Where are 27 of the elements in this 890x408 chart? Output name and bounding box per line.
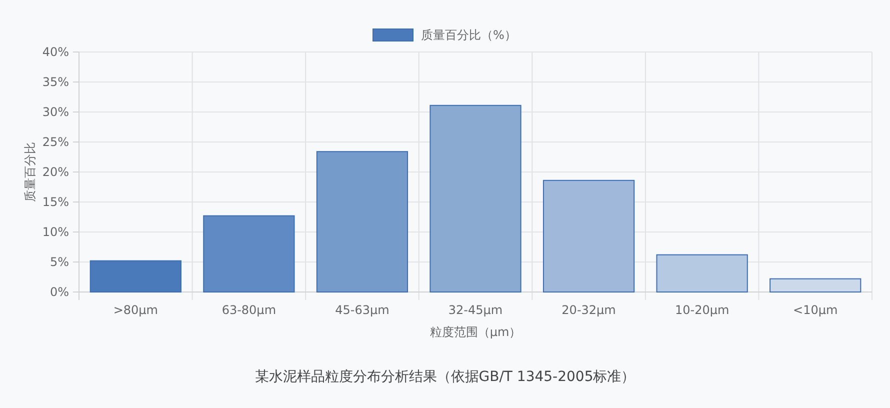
y-tick-label: 40% xyxy=(42,45,69,59)
y-tick-label: 30% xyxy=(42,105,69,119)
y-tick-label: 0% xyxy=(50,285,69,299)
bar xyxy=(656,254,748,292)
y-tick-label: 5% xyxy=(50,255,69,269)
bar xyxy=(316,151,408,292)
x-tick-label: 63-80μm xyxy=(222,303,276,317)
x-tick-label: 32-45μm xyxy=(448,303,503,317)
x-tick-label: 20-32μm xyxy=(562,303,616,317)
x-tick-label: 45-63μm xyxy=(335,303,390,317)
x-tick-label: <10μm xyxy=(793,303,838,317)
bar xyxy=(203,215,295,292)
bar xyxy=(770,278,862,292)
text: 某水泥样品粒度分布分析结果（依据GB/T 1345-2005标准） xyxy=(254,369,636,385)
x-axis-title: 粒度范围（μm） xyxy=(430,325,522,339)
x-tick-label: >80μm xyxy=(113,303,158,317)
y-tick-label: 35% xyxy=(42,75,69,89)
y-axis-title: 质量百分比 xyxy=(23,142,37,202)
y-tick-label: 25% xyxy=(42,135,69,149)
bar xyxy=(542,180,635,292)
bar xyxy=(430,104,522,292)
legend-label: 质量百分比（%） xyxy=(421,28,516,42)
x-tick-label: 10-20μm xyxy=(674,303,730,317)
bar xyxy=(90,260,182,292)
y-tick-label: 10% xyxy=(42,225,69,239)
y-tick-label: 15% xyxy=(42,195,69,209)
y-tick-label: 20% xyxy=(42,165,69,179)
